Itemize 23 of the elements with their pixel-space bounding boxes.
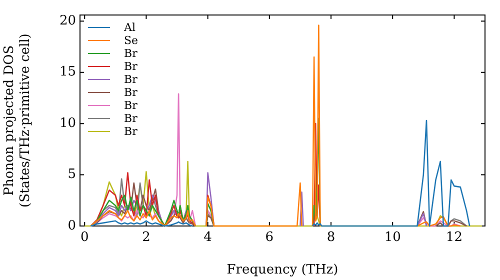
x-tick-label: 0	[80, 230, 89, 246]
y-tick-label: 5	[68, 167, 76, 182]
y-tick-label: 15	[59, 64, 76, 80]
x-tick-label: 10	[384, 230, 401, 246]
legend-label: Al	[124, 21, 136, 34]
x-axis-title: Frequency (THz)	[226, 262, 338, 278]
legend-label: Br	[124, 60, 138, 73]
x-tick-label: 4	[204, 230, 212, 246]
x-tick-label: 6	[265, 230, 274, 246]
y-axis-title: Phonon projected DOS (States/THz·primitive cell)	[2, 33, 33, 208]
y-tick-label: 0	[68, 218, 76, 234]
x-tick-label: 8	[326, 230, 336, 246]
legend-label: Br	[124, 86, 138, 99]
legend-label: Br	[124, 125, 138, 138]
y-tick-label: 20	[59, 14, 76, 29]
y-tick-label: 10	[59, 116, 76, 131]
x-tick-label: 12	[446, 230, 462, 246]
legend-label: Br	[124, 73, 138, 86]
legend-label: Se	[124, 34, 138, 47]
legend-label: Br	[124, 99, 138, 112]
legend-label: Br	[124, 47, 138, 60]
x-tick-label: 2	[142, 230, 150, 246]
legend-label: Br	[124, 112, 138, 125]
